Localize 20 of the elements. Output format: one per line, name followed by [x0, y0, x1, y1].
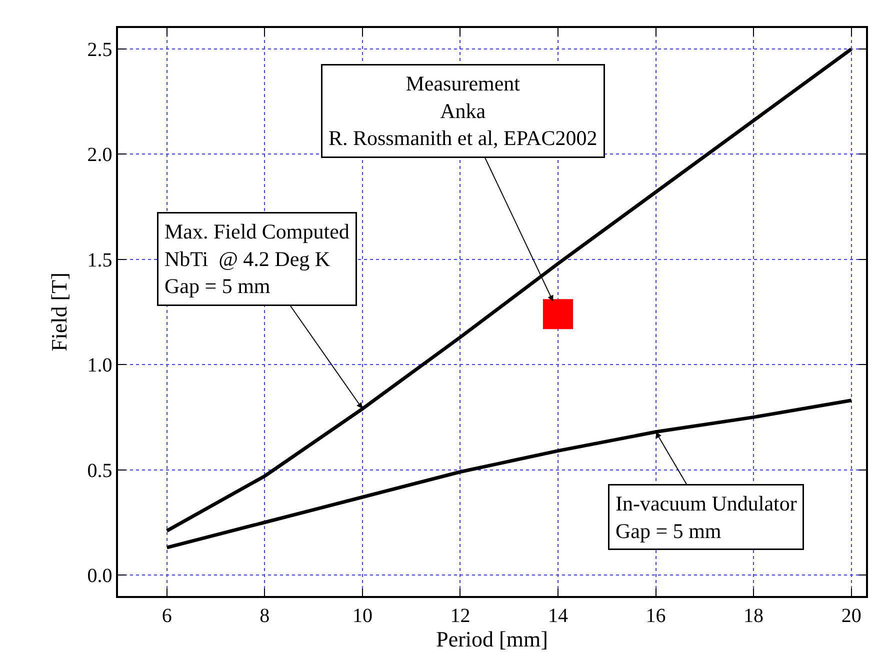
y-tick-label: 2.0 [87, 144, 112, 166]
y-tick-label: 1.0 [87, 354, 112, 377]
x-tick-label: 8 [260, 604, 270, 627]
x-axis-title: Period [mm] [436, 626, 548, 652]
x-tick-label: 6 [162, 604, 172, 627]
annotation: In-vacuum Undulator Gap = 5 mm [616, 492, 797, 543]
y-tick-label: 2.5 [87, 39, 112, 62]
x-tick-label: 12 [450, 604, 470, 627]
line-series [165, 398, 854, 550]
y-tick-label: 1.5 [87, 249, 112, 272]
y-tick-label: 0.0 [87, 564, 112, 587]
y-axis-title: Field [T] [46, 272, 72, 352]
x-tick-label: 16 [646, 604, 666, 627]
x-tick-label: 10 [352, 604, 372, 627]
y-tick-label: 0.5 [87, 460, 112, 482]
annotation: Max. Field Computed NbTi @ 4.2 Deg K Gap = 5 mm [164, 220, 350, 298]
x-tick-label: 18 [744, 604, 764, 627]
x-tick-label: 20 [841, 604, 862, 627]
annotation: Measurement Anka R. Rossmanith et al, EPAC2002 [328, 72, 598, 150]
x-tick-label: 14 [548, 604, 568, 627]
